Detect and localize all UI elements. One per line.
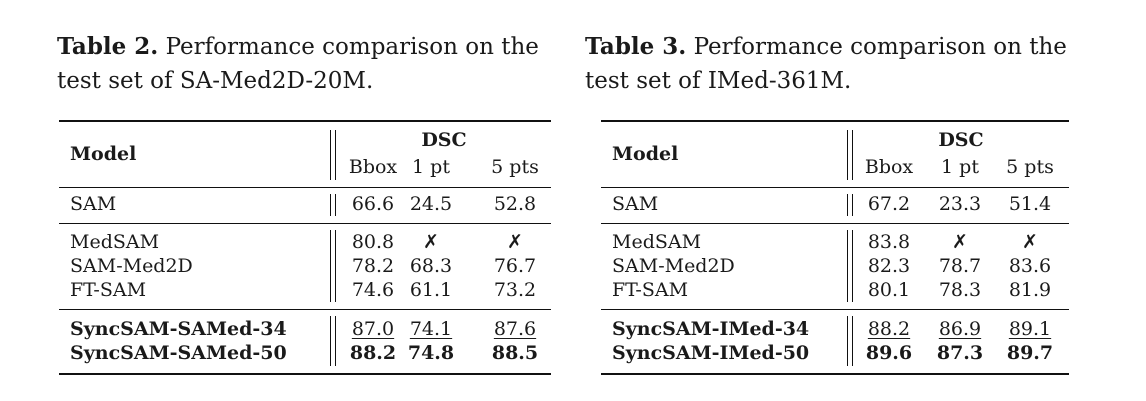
table-3-bottom-rule [601,373,1069,375]
table-2-cell: 66.6 [351,193,395,215]
table-3-label: Table 3. [585,33,687,60]
table-3-cell: 82.3 [867,255,911,277]
table-2-vsep [330,130,338,180]
table-3-cell: 23.3 [938,193,982,215]
table-2-caption: Table 2. Performance comparison on the t… [57,30,539,98]
table-2-cell: ✗ [423,231,439,253]
table-2-col-bbox: Bbox [348,156,398,178]
table-2-cell: 52.8 [493,193,537,215]
table-3-row-model: SAM-Med2D [612,255,735,277]
table-2-cell: 88.5 [491,342,539,364]
table-3-row-model: SyncSAM-IMed-50 [612,342,810,364]
table-2-cell: 61.1 [409,279,453,301]
table-3-cell: 89.7 [1006,342,1054,364]
table-3-cell: 89.1 [1008,318,1052,340]
table-3-row-model: MedSAM [612,231,702,253]
table-2-cell: ✗ [507,231,523,253]
table-3-cell: 81.9 [1008,279,1052,301]
table-2-baseline-rule [59,309,551,310]
table-3-cell: ✗ [952,231,968,253]
table-2-row-model: SAM-Med2D [70,255,193,277]
table-3-baseline-rule [601,309,1069,310]
table-3-col-1pt: 1 pt [941,156,979,178]
table-3-vsep [847,230,855,302]
table-2-cell: 68.3 [409,255,453,277]
table-2-caption-line2: test set of SA-Med2D-20M. [57,68,374,94]
table-2-row-model: FT-SAM [70,279,147,301]
table-2-dsc-header: DSC [421,129,467,151]
table-2-row-model: SyncSAM-SAMed-34 [70,318,287,340]
table-3-cell: 89.6 [865,342,913,364]
table-3-caption-line2: test set of IMed-361M. [585,68,852,94]
table-2-cell: 73.2 [493,279,537,301]
table-2-cell: 74.1 [409,318,453,340]
table-2-top-rule [59,120,551,122]
table-2-vsep [330,194,338,216]
table-2-cell: 80.8 [351,231,395,253]
table-3-cell: ✗ [1022,231,1038,253]
table-2-cell: 74.8 [407,342,455,364]
table-3-top-rule [601,120,1069,122]
table-3-cell: 80.1 [867,279,911,301]
table-3-vsep [847,316,855,366]
table-2-col-1pt: 1 pt [412,156,450,178]
table-3-vsep [847,194,855,216]
table-3-dsc-header: DSC [938,129,984,151]
table-3-cell: 87.3 [936,342,984,364]
table-3-cell: 83.8 [867,231,911,253]
table-2-cell: 87.0 [351,318,395,340]
table-2-model-header: Model [70,143,137,165]
table-3-cell: 67.2 [867,193,911,215]
table-3-col-bbox: Bbox [864,156,914,178]
table-3-col-5pts: 5 pts [1006,156,1054,178]
table-2-vsep [330,230,338,302]
table-3-row-model: SAM [612,193,659,215]
table-2-row-model: SyncSAM-SAMed-50 [70,342,287,364]
table-2-col-5pts: 5 pts [491,156,539,178]
table-3-cell: 83.6 [1008,255,1052,277]
table-3-cell: 86.9 [938,318,982,340]
table-3-model-header: Model [612,143,679,165]
table-2-cell: 74.6 [351,279,395,301]
table-3-row-model: FT-SAM [612,279,689,301]
table-2-row-model: MedSAM [70,231,160,253]
table-2-row-model: SAM [70,193,117,215]
table-3-cell: 78.3 [938,279,982,301]
table-2-vsep [330,316,338,366]
table-2-caption-line1: Performance comparison on the [165,34,539,60]
table-3-cell: 88.2 [867,318,911,340]
table-3-vsep [847,130,855,180]
table-2-cell: 78.2 [351,255,395,277]
table-2-cell: 88.2 [349,342,397,364]
table-2-header-rule [59,187,551,188]
table-3-caption: Table 3. Performance comparison on the t… [585,30,1067,98]
table-2-bottom-rule [59,373,551,375]
table-2-label: Table 2. [57,33,159,60]
table-3-header-rule [601,187,1069,188]
table-3-cell: 51.4 [1008,193,1052,215]
table-2-sam-rule [59,223,551,224]
table-2-cell: 24.5 [409,193,453,215]
table-2-cell: 76.7 [493,255,537,277]
table-3-row-model: SyncSAM-IMed-34 [612,318,810,340]
table-3-caption-line1: Performance comparison on the [693,34,1067,60]
table-3-cell: 78.7 [938,255,982,277]
table-2-cell: 87.6 [493,318,537,340]
table-3-sam-rule [601,223,1069,224]
